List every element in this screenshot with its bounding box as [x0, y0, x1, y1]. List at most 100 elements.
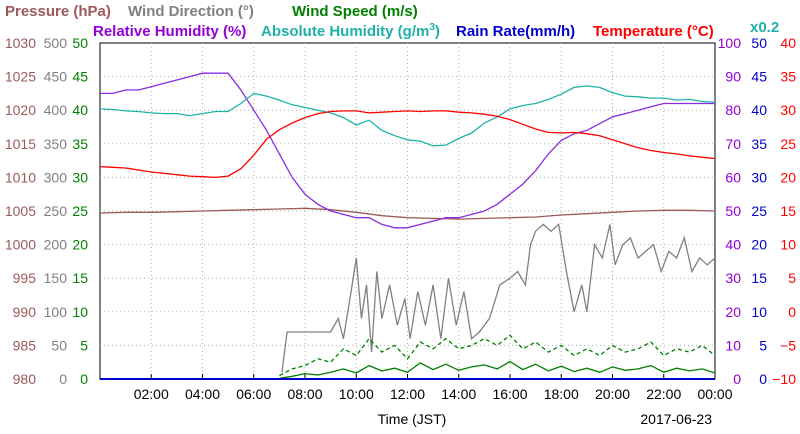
- title-rain-rate: Rain Rate(mm/h): [456, 23, 575, 40]
- x-tick-label: 02:00: [134, 386, 169, 402]
- y-tick-rain-rate: 45: [751, 69, 767, 85]
- y-tick-pressure: 1020: [5, 102, 36, 118]
- x-tick-label: 00:00: [697, 386, 732, 402]
- title-wind-speed: Wind Speed (m/s): [292, 3, 418, 20]
- y-tick-temperature: 25: [780, 136, 796, 152]
- abs-humidity-scale-label: x0.2: [750, 19, 779, 36]
- y-tick-wind-direction: 400: [44, 102, 68, 118]
- title-pressure: Pressure (hPa): [5, 3, 111, 20]
- y-tick-pressure: 980: [13, 371, 37, 387]
- y-tick-pressure: 990: [13, 304, 37, 320]
- y-tick-wind-speed: 30: [72, 169, 88, 185]
- series-wind-speed: [279, 360, 716, 379]
- y-tick-wind-direction: 500: [44, 35, 68, 51]
- title-temperature: Temperature (°C): [593, 23, 714, 40]
- y-tick-relative-humidity: 0: [733, 371, 741, 387]
- y-tick-temperature: 30: [780, 102, 796, 118]
- y-tick-pressure: 1000: [5, 237, 36, 253]
- title-absolute-humidity-sup: 3: [429, 22, 435, 33]
- x-tick-label: 04:00: [185, 386, 220, 402]
- y-tick-rain-rate: 5: [759, 337, 767, 353]
- y-tick-wind-speed: 35: [72, 136, 88, 152]
- y-tick-temperature: 15: [780, 203, 796, 219]
- y-tick-wind-direction: 0: [59, 371, 67, 387]
- y-tick-temperature: 0: [788, 304, 796, 320]
- series-pressure: [99, 207, 716, 220]
- y-tick-rain-rate: 20: [751, 237, 767, 253]
- y-tick-temperature: −10: [772, 371, 796, 387]
- x-tick-label: 10:00: [339, 386, 374, 402]
- y-tick-rain-rate: 40: [751, 102, 767, 118]
- y-tick-pressure: 995: [13, 270, 37, 286]
- y-tick-wind-speed: 45: [72, 69, 88, 85]
- y-tick-wind-speed: 20: [72, 237, 88, 253]
- y-tick-wind-speed: 10: [72, 304, 88, 320]
- title-absolute-humidity-main: Absolute Humidity (g/m: [261, 23, 429, 40]
- y-tick-wind-direction: 200: [44, 237, 68, 253]
- y-tick-pressure: 1015: [5, 136, 36, 152]
- y-tick-wind-direction: 50: [51, 337, 67, 353]
- y-tick-relative-humidity: 30: [725, 270, 741, 286]
- title-absolute-humidity: Absolute Humidity (g/m3): [261, 22, 440, 40]
- y-tick-relative-humidity: 40: [725, 237, 741, 253]
- y-tick-wind-direction: 250: [44, 203, 68, 219]
- y-tick-wind-direction: 300: [44, 169, 68, 185]
- y-tick-wind-direction: 150: [44, 270, 68, 286]
- y-tick-wind-speed: 5: [80, 337, 88, 353]
- y-tick-temperature: 20: [780, 169, 796, 185]
- x-tick-label: 16:00: [492, 386, 527, 402]
- y-tick-wind-direction: 100: [44, 304, 68, 320]
- x-tick-label: 12:00: [390, 386, 425, 402]
- x-tick-label: 20:00: [595, 386, 630, 402]
- y-tick-relative-humidity: 10: [725, 337, 741, 353]
- y-tick-wind-speed: 50: [72, 35, 88, 51]
- y-tick-rain-rate: 25: [751, 203, 767, 219]
- y-tick-rain-rate: 0: [759, 371, 767, 387]
- x-tick-label: 08:00: [287, 386, 322, 402]
- y-tick-relative-humidity: 90: [725, 69, 741, 85]
- y-tick-temperature: 35: [780, 69, 796, 85]
- y-tick-pressure: 1030: [5, 35, 36, 51]
- title-wind-direction: Wind Direction (°): [128, 3, 254, 20]
- y-tick-temperature: 5: [788, 270, 796, 286]
- y-tick-temperature: −5: [780, 337, 796, 353]
- series-wind-direction: [281, 223, 716, 373]
- date-label: 2017-06-23: [640, 411, 712, 427]
- axis-layer: 9809859909951000100510101015102010251030…: [5, 35, 796, 402]
- y-tick-relative-humidity: 70: [725, 136, 741, 152]
- x-tick-label: 18:00: [544, 386, 579, 402]
- y-tick-wind-speed: 25: [72, 203, 88, 219]
- x-tick-label: 14:00: [441, 386, 476, 402]
- y-tick-wind-direction: 350: [44, 136, 68, 152]
- title-absolute-humidity-close: ): [435, 23, 440, 40]
- y-tick-pressure: 985: [13, 337, 37, 353]
- y-tick-rain-rate: 35: [751, 136, 767, 152]
- title-relative-humidity: Relative Humidity (%): [93, 23, 246, 40]
- y-tick-relative-humidity: 80: [725, 102, 741, 118]
- y-tick-wind-direction: 450: [44, 69, 68, 85]
- y-tick-pressure: 1010: [5, 169, 36, 185]
- y-tick-wind-speed: 40: [72, 102, 88, 118]
- x-tick-label: 22:00: [646, 386, 681, 402]
- y-tick-pressure: 1005: [5, 203, 36, 219]
- y-tick-wind-speed: 15: [72, 270, 88, 286]
- y-tick-rain-rate: 10: [751, 304, 767, 320]
- y-tick-relative-humidity: 50: [725, 203, 741, 219]
- y-tick-temperature: 40: [780, 35, 796, 51]
- x-axis-label: Time (JST): [378, 411, 447, 427]
- series-absolute-humidity: [99, 85, 716, 147]
- y-tick-pressure: 1025: [5, 69, 36, 85]
- legend-titles: Pressure (hPa) Wind Direction (°) Wind S…: [5, 3, 779, 40]
- y-tick-relative-humidity: 60: [725, 169, 741, 185]
- x-tick-label: 06:00: [236, 386, 271, 402]
- series-temperature: [99, 110, 716, 179]
- y-tick-rain-rate: 15: [751, 270, 767, 286]
- y-tick-relative-humidity: 20: [725, 304, 741, 320]
- y-tick-relative-humidity: 100: [718, 35, 742, 51]
- series-relative-humidity: [100, 72, 715, 229]
- y-tick-wind-speed: 0: [80, 371, 88, 387]
- y-tick-rain-rate: 30: [751, 169, 767, 185]
- y-tick-temperature: 10: [780, 237, 796, 253]
